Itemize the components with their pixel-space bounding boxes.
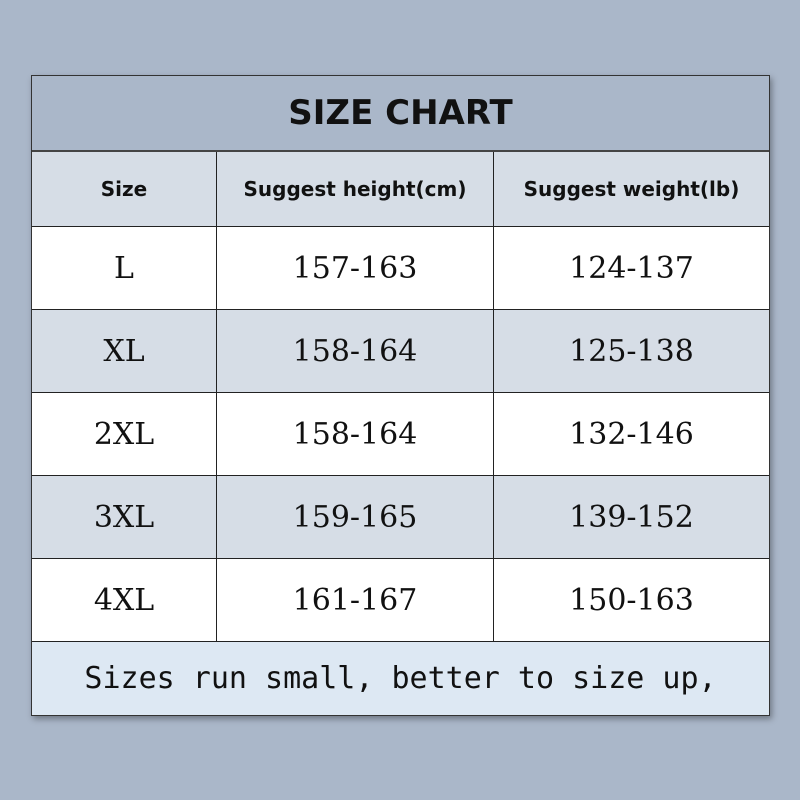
table-title: SIZE CHART: [32, 76, 769, 152]
size-chart-table: SIZE CHART Size Suggest height(cm) Sugge…: [31, 75, 770, 716]
cell-weight: 150-163: [569, 582, 694, 618]
cell-height: 161-167: [217, 559, 494, 641]
cell-size: 3XL: [32, 476, 217, 558]
cell-weight: 139-152: [569, 499, 694, 535]
cell-height: 157-163: [217, 227, 494, 309]
header-size: Size: [32, 152, 217, 226]
cell-height: 158-164: [217, 310, 494, 392]
cell-size: L: [32, 227, 217, 309]
table-row: 4XL 161-167 150-163: [32, 559, 769, 642]
header-row: Size Suggest height(cm) Suggest weight(l…: [32, 152, 769, 227]
table-row: 2XL 158-164 132-146: [32, 393, 769, 476]
table-row: 3XL 159-165 139-152: [32, 476, 769, 559]
header-height: Suggest height(cm): [217, 152, 494, 226]
cell-size: XL: [32, 310, 217, 392]
footer-note: Sizes run small, better to size up,: [32, 642, 769, 715]
cell-weight: 132-146: [569, 416, 694, 452]
cell-weight: 125-138: [569, 333, 694, 369]
cell-height: 159-165: [217, 476, 494, 558]
cell-height: 158-164: [217, 393, 494, 475]
table-row: L 157-163 124-137: [32, 227, 769, 310]
cell-weight: 124-137: [569, 250, 694, 286]
header-weight: Suggest weight(lb): [523, 177, 740, 201]
table-row: XL 158-164 125-138: [32, 310, 769, 393]
cell-size: 2XL: [32, 393, 217, 475]
cell-size: 4XL: [32, 559, 217, 641]
